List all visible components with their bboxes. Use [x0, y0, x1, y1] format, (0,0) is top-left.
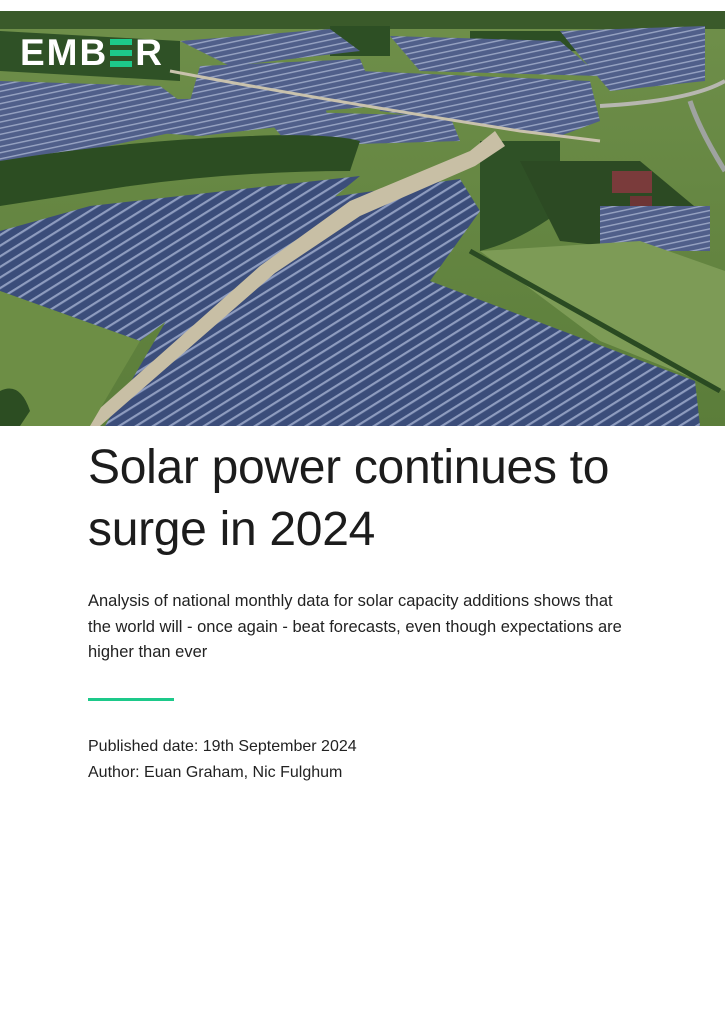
- author-line: Author: Euan Graham, Nic Fulghum: [88, 764, 343, 781]
- published-date: Published date: 19th September 2024: [88, 738, 357, 755]
- solar-farm-photo-icon: [0, 11, 725, 426]
- report-meta: Published date: 19th September 2024 Auth…: [88, 734, 357, 786]
- logo-text-suffix: R: [135, 32, 164, 73]
- logo-green-e-icon: [110, 38, 133, 68]
- logo-text-prefix: EMB: [20, 32, 109, 73]
- report-title: Solar power continues to surge in 2024: [88, 441, 610, 556]
- accent-divider: [88, 698, 174, 701]
- ember-logo: EMB R: [20, 32, 164, 73]
- hero-image: EMB R: [0, 11, 725, 426]
- report-subtitle: Analysis of national monthly data for so…: [88, 592, 622, 661]
